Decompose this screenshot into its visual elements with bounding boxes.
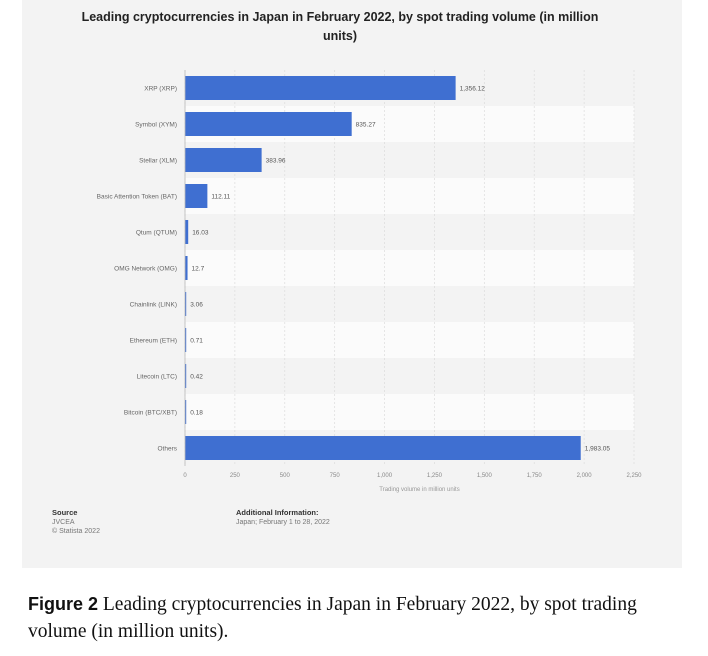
category-label: Others [157, 446, 177, 453]
figure-caption-text: Leading cryptocurrencies in Japan in Feb… [28, 594, 637, 642]
category-label: Ethereum (ETH) [130, 338, 177, 345]
x-tick-label: 1,000 [377, 473, 393, 479]
bar [185, 220, 189, 244]
additional-info-text: Japan; February 1 to 28, 2022 [236, 519, 330, 526]
value-label: 383.96 [266, 158, 286, 165]
bar [185, 436, 581, 460]
value-label: 835.27 [356, 122, 376, 129]
category-label: XRP (XRP) [144, 86, 177, 93]
value-label: 0.42 [190, 374, 203, 381]
bar [185, 148, 262, 172]
value-label: 112.11 [211, 194, 230, 201]
bar [185, 184, 208, 208]
value-label: 16.03 [192, 230, 209, 237]
source-heading: Source [52, 508, 78, 517]
bar [185, 292, 187, 316]
bar [185, 256, 188, 280]
figure-label: Figure 2 [28, 594, 99, 614]
bar [185, 364, 187, 388]
bar [185, 76, 456, 100]
category-label: Basic Attention Token (BAT) [97, 194, 177, 201]
bar [185, 400, 187, 424]
value-label: 0.18 [190, 410, 203, 417]
x-tick-label: 1,250 [427, 473, 443, 479]
category-label: Chainlink (LINK) [130, 302, 177, 309]
row-band [185, 394, 634, 430]
category-label: Qtum (QTUM) [136, 230, 177, 237]
category-label: Symbol (XYM) [135, 122, 177, 129]
x-tick-label: 750 [330, 473, 341, 479]
x-tick-label: 2,250 [626, 473, 642, 479]
value-label: 3.06 [190, 302, 203, 309]
source-block: Source JVCEA © Statista 2022 [52, 508, 100, 536]
figure-caption: Figure 2 Leading cryptocurrencies in Jap… [28, 591, 688, 645]
value-label: 1,983.05 [585, 446, 611, 453]
x-tick-label: 2,000 [577, 473, 593, 479]
x-tick-label: 1,500 [477, 473, 493, 479]
additional-info-block: Additional Information: Japan; February … [236, 508, 330, 527]
x-tick-label: 500 [280, 473, 291, 479]
category-label: Stellar (XLM) [139, 158, 177, 165]
category-label: Litecoin (LTC) [137, 374, 177, 381]
bar [185, 328, 187, 352]
value-label: 1,356.12 [460, 86, 486, 93]
row-band [185, 250, 634, 286]
source-line: © Statista 2022 [52, 528, 100, 535]
x-tick-label: 250 [230, 473, 241, 479]
source-line: JVCEA [52, 519, 75, 526]
value-label: 0.71 [190, 338, 203, 345]
x-tick-label: 0 [183, 473, 187, 479]
x-tick-label: 1,750 [527, 473, 543, 479]
row-band [185, 178, 634, 214]
row-band [185, 322, 634, 358]
bar-chart: 0 250 500 750 1,000 1,250 1,500 1,750 2,000 2,250… [97, 70, 642, 493]
category-label: Bitcoin (BTC/XBT) [124, 410, 177, 417]
x-axis-label: Trading volume in million units [379, 487, 459, 493]
bar [185, 112, 352, 136]
chart-title: Leading cryptocurrencies in Japan in Feb… [81, 10, 599, 43]
additional-info-heading: Additional Information: [236, 508, 319, 517]
value-label: 12.7 [192, 266, 205, 273]
category-label: OMG Network (OMG) [114, 266, 177, 273]
